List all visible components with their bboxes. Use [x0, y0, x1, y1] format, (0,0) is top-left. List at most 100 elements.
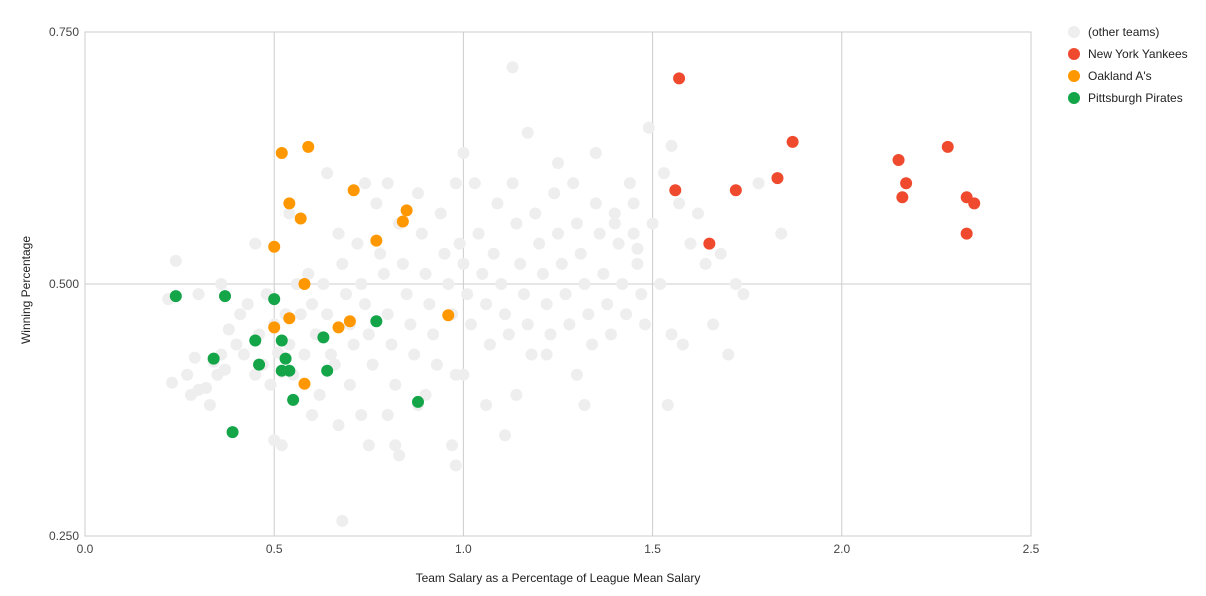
data-point [506, 61, 519, 74]
data-point [499, 429, 512, 442]
data-point [567, 177, 580, 190]
x-tick-label: 0.5 [266, 542, 283, 556]
data-point [457, 257, 470, 270]
data-point [234, 308, 247, 321]
data-point [279, 352, 292, 365]
data-point [381, 409, 394, 422]
y-axis-title: Winning Percentage [19, 236, 33, 344]
data-point [627, 197, 640, 210]
data-point [714, 247, 727, 260]
data-point [654, 278, 667, 290]
data-point [896, 191, 909, 204]
data-point [446, 439, 459, 452]
data-point [362, 328, 375, 341]
data-point [219, 363, 232, 376]
series-group [169, 290, 424, 439]
data-point [620, 308, 633, 321]
data-point [673, 72, 686, 85]
legend-marker [1068, 26, 1080, 38]
data-point [169, 290, 182, 303]
data-point [892, 154, 905, 167]
data-point [623, 177, 636, 190]
data-point [438, 247, 451, 260]
data-point [298, 278, 311, 290]
data-point [249, 334, 262, 347]
data-point [499, 308, 512, 321]
data-point [283, 207, 296, 220]
data-point [968, 197, 981, 210]
data-point [317, 331, 330, 344]
data-point [517, 288, 530, 301]
x-tick-label: 0.0 [77, 542, 94, 556]
data-point [593, 227, 606, 240]
data-point [355, 409, 368, 422]
data-point [347, 338, 360, 351]
data-point [411, 395, 424, 408]
data-point [362, 439, 375, 452]
data-point [665, 328, 678, 341]
legend-marker [1068, 70, 1080, 82]
data-point [268, 240, 281, 253]
data-point [449, 177, 462, 190]
data-point [381, 177, 394, 190]
data-point [343, 315, 356, 328]
data-point [642, 121, 655, 134]
data-point [752, 177, 765, 190]
data-point [215, 278, 228, 290]
data-point [370, 234, 383, 247]
data-point [181, 368, 194, 381]
legend-label: Pittsburgh Pirates [1088, 91, 1183, 105]
data-point [536, 267, 549, 280]
data-point [241, 298, 254, 311]
data-point [722, 348, 735, 361]
y-tick-label: 0.250 [49, 529, 79, 543]
data-point [552, 157, 564, 170]
data-point [222, 323, 235, 336]
data-point [268, 321, 281, 334]
x-tick-label: 2.0 [833, 542, 850, 556]
data-point [275, 146, 288, 159]
data-point [283, 364, 296, 377]
data-point [396, 257, 409, 270]
data-point [442, 278, 455, 290]
data-point [941, 140, 954, 153]
data-point [302, 267, 315, 280]
data-point [389, 439, 402, 452]
data-point [249, 237, 262, 250]
data-point [506, 177, 519, 190]
data-point [604, 328, 617, 341]
data-point [298, 348, 311, 361]
data-point [631, 257, 644, 270]
x-tick-label: 2.5 [1023, 542, 1040, 556]
data-point [900, 177, 913, 190]
data-point [487, 247, 500, 260]
data-point [468, 177, 481, 190]
data-point [582, 308, 595, 321]
x-tick-labels: 0.0 0.5 1.0 1.5 2.0 2.5 [77, 542, 1040, 556]
data-point [529, 207, 542, 220]
data-point [612, 237, 625, 250]
data-point [646, 217, 659, 230]
data-point [400, 288, 413, 301]
data-point [608, 207, 621, 220]
data-point [657, 167, 670, 180]
data-point [423, 298, 436, 311]
data-point [294, 212, 307, 225]
data-point [347, 184, 360, 197]
data-point [597, 267, 610, 280]
data-point [377, 267, 390, 280]
data-point [631, 242, 644, 255]
data-point [427, 328, 440, 341]
data-point [430, 358, 443, 371]
data-point [540, 298, 553, 311]
data-point [627, 227, 640, 240]
data-point [480, 298, 493, 311]
data-point [434, 207, 447, 220]
data-point [570, 368, 583, 381]
legend-label: New York Yankees [1088, 47, 1188, 61]
data-point [510, 217, 523, 230]
data-point [404, 318, 417, 331]
data-point [737, 288, 750, 301]
data-point [306, 409, 319, 422]
data-point [321, 167, 334, 180]
